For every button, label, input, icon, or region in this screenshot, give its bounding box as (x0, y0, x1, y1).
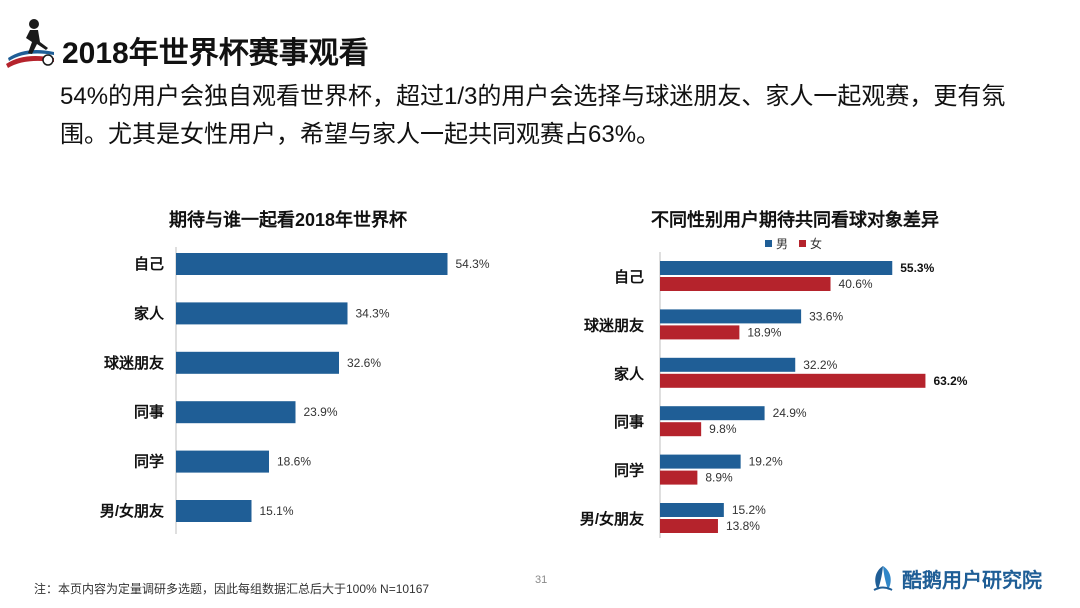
data-label: 13.8% (726, 519, 760, 533)
bar-female (660, 470, 698, 485)
chart-legend: 男女 (765, 236, 822, 251)
data-label: 9.8% (709, 422, 737, 436)
category-label: 球迷朋友 (584, 316, 644, 334)
bar-male (660, 406, 765, 421)
data-label: 54.3% (456, 257, 490, 271)
bar-male (660, 261, 893, 275)
chart-title: 不同性别用户期待共同看球对象差异 (651, 209, 939, 230)
category-label: 同学 (134, 453, 164, 471)
bar-female (660, 277, 831, 291)
data-label: 32.6% (347, 356, 381, 370)
football-logo-icon (6, 19, 54, 68)
bar (176, 302, 348, 325)
data-label: 15.1% (260, 504, 294, 518)
data-label: 15.2% (732, 503, 766, 517)
brand-name: 酷鹅用户研究院 (902, 569, 1042, 592)
chart-title: 期待与谁一起看2018年世界杯 (169, 209, 408, 230)
bar (176, 401, 296, 424)
legend-label: 女 (810, 236, 822, 251)
bar-female (660, 422, 702, 437)
category-label: 自己 (134, 255, 164, 273)
data-label: 32.2% (803, 358, 837, 372)
footnote: 注：本页内容为定量调研多选题，因此每组数据汇总后大于100% N=10167 (34, 582, 430, 596)
brand-penguin-icon (873, 566, 893, 591)
bar-male (660, 503, 724, 517)
category-label: 家人 (614, 365, 645, 383)
page-title: 2018年世界杯赛事观看 (62, 37, 369, 70)
category-label: 家人 (134, 304, 165, 322)
legend-swatch (765, 240, 772, 247)
category-label: 同学 (614, 462, 644, 480)
page-number: 31 (535, 574, 548, 586)
legend-swatch (799, 240, 806, 247)
data-label: 18.9% (747, 325, 781, 339)
category-label: 球迷朋友 (104, 354, 164, 372)
category-label: 同事 (614, 413, 644, 431)
bar (176, 500, 252, 522)
data-label: 24.9% (773, 406, 807, 420)
bar (176, 450, 269, 473)
bar-male (660, 309, 802, 324)
category-label: 同事 (134, 403, 164, 421)
bar-female (660, 519, 718, 533)
bar-male (660, 357, 796, 372)
bar-female (660, 373, 926, 388)
category-label: 男/女朋友 (100, 502, 164, 520)
bar-female (660, 325, 740, 340)
data-label: 8.9% (705, 471, 733, 485)
data-label: 63.2% (933, 374, 967, 388)
data-label: 40.6% (839, 277, 873, 291)
data-label: 23.9% (304, 405, 338, 419)
data-label: 18.6% (277, 455, 311, 469)
data-label: 33.6% (809, 309, 843, 323)
brand-logo: 酷鹅用户研究院 (868, 563, 1042, 593)
bar (176, 253, 448, 275)
category-label: 男/女朋友 (580, 510, 644, 528)
category-label: 自己 (614, 268, 644, 286)
bar-male (660, 454, 741, 469)
data-label: 19.2% (749, 455, 783, 469)
data-label: 34.3% (356, 306, 390, 320)
bar (176, 351, 339, 374)
summary-text: 54%的用户会独自观看世界杯，超过1/3的用户会选择与球迷朋友、家人一起观赛，更… (60, 83, 1006, 148)
legend-label: 男 (776, 237, 788, 251)
data-label: 55.3% (900, 261, 934, 275)
